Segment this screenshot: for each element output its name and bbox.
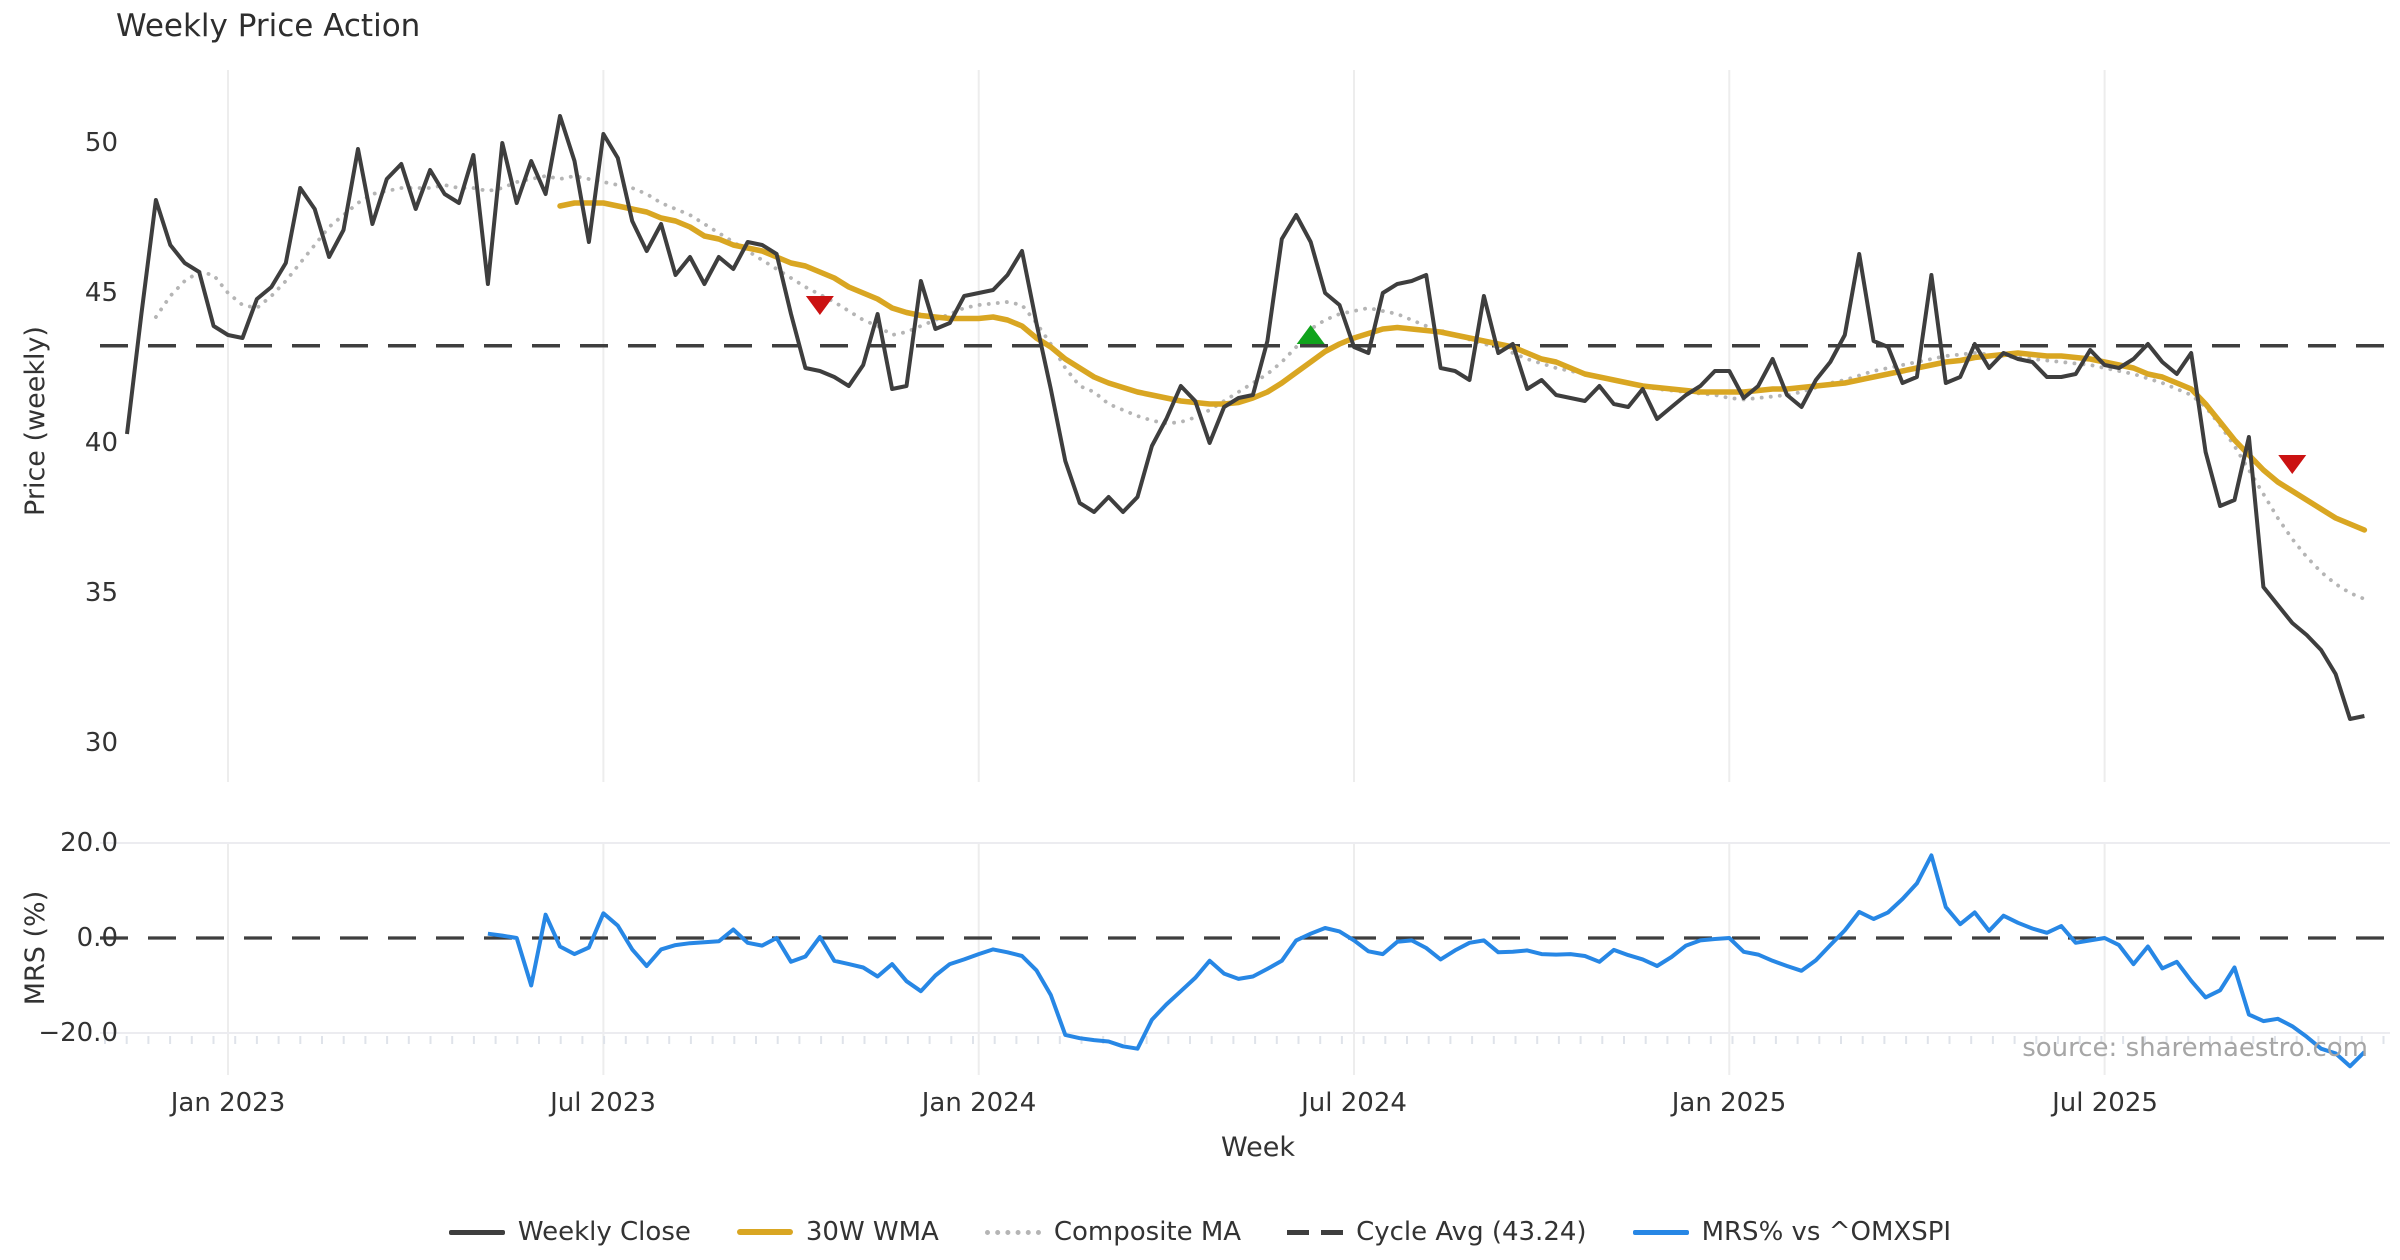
legend-label: Cycle Avg (43.24) xyxy=(1356,1217,1587,1247)
legend-label: Weekly Close xyxy=(517,1217,691,1247)
composite-ma-swatch-icon xyxy=(984,1229,1041,1235)
buy-signal-icon xyxy=(1296,325,1325,344)
mrs-tick-label: 0.0 xyxy=(76,923,118,953)
mrs-axis-label: MRS (%) xyxy=(20,890,51,1006)
price-tick-label: 30 xyxy=(84,728,118,758)
price-tick-label: 45 xyxy=(84,278,118,308)
mrs-tick-label: 20.0 xyxy=(60,828,118,858)
legend-label: 30W WMA xyxy=(805,1217,939,1247)
price-tick-label: 50 xyxy=(84,128,118,158)
week-axis-label: Week xyxy=(1221,1132,1295,1163)
cycle-avg-swatch-icon xyxy=(1287,1229,1344,1235)
weekly-close-line xyxy=(125,114,2365,721)
wma30-line xyxy=(557,200,2368,533)
sell-signal-icon xyxy=(2278,455,2307,474)
week-tick-label: Jan 2024 xyxy=(921,1088,1037,1118)
weekly-close-swatch-icon xyxy=(448,1229,505,1235)
wma-swatch-icon xyxy=(736,1229,793,1235)
week-tick-label: Jan 2025 xyxy=(1671,1088,1787,1118)
sell-signal-icon xyxy=(805,296,834,315)
composite-ma-line xyxy=(154,174,2367,601)
chart-legend: Weekly Close 30W WMA Composite MA Cycle … xyxy=(0,1217,2400,1247)
week-tick-label: Jul 2024 xyxy=(1301,1088,1407,1118)
week-tick-label: Jul 2023 xyxy=(550,1088,656,1118)
chart-title: Weekly Price Action xyxy=(116,8,421,44)
legend-item-composite-ma: Composite MA xyxy=(984,1217,1242,1247)
legend-label: Composite MA xyxy=(1053,1217,1242,1247)
legend-item-weekly-close: Weekly Close xyxy=(448,1217,691,1247)
legend-label: MRS% vs ^OMXSPI xyxy=(1701,1217,1952,1247)
mrs-swatch-icon xyxy=(1632,1229,1689,1235)
source-note: source: sharemaestro.com xyxy=(2022,1033,2368,1063)
legend-item-30w-wma: 30W WMA xyxy=(736,1217,939,1247)
price-axis-label: Price (weekly) xyxy=(20,326,51,516)
legend-item-cycle-avg: Cycle Avg (43.24) xyxy=(1287,1217,1587,1247)
price-tick-label: 40 xyxy=(84,428,118,458)
week-tick-label: Jan 2023 xyxy=(170,1088,286,1118)
week-tick-label: Jul 2025 xyxy=(2052,1088,2158,1118)
legend-item-mrs: MRS% vs ^OMXSPI xyxy=(1632,1217,1952,1247)
price-tick-label: 35 xyxy=(84,578,118,608)
mrs-line xyxy=(487,853,2366,1069)
mrs-tick-label: −20.0 xyxy=(38,1018,118,1048)
